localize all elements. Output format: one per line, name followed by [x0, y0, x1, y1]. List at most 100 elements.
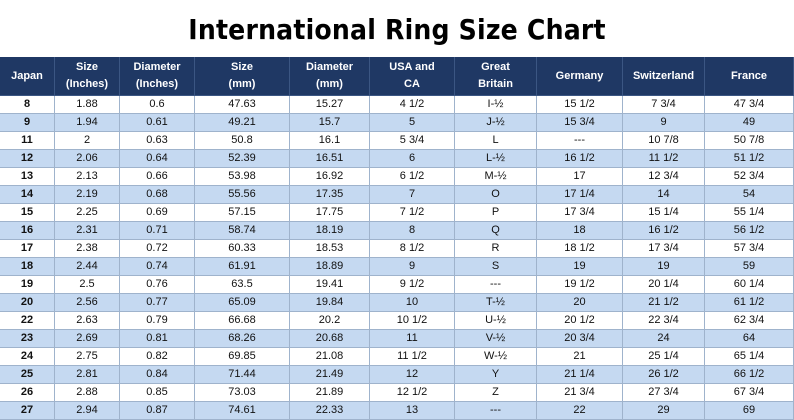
- table-cell: 16.51: [290, 150, 370, 168]
- table-cell: 9: [623, 114, 705, 132]
- header-cell: Size (mm): [195, 57, 290, 96]
- table-cell: 73.03: [195, 384, 290, 402]
- table-cell: S: [455, 258, 537, 276]
- table-cell: 16: [0, 222, 55, 240]
- table-cell: 12: [0, 150, 55, 168]
- table-cell: 18.89: [290, 258, 370, 276]
- table-cell: V-½: [455, 330, 537, 348]
- table-row: 14 2.19 0.68 55.56 17.35 7 O 17 1/4 14 54: [0, 186, 794, 204]
- table-cell: 9 1/2: [370, 276, 455, 294]
- table-cell: 21 1/2: [623, 294, 705, 312]
- table-cell: 11: [370, 330, 455, 348]
- table-cell: 16.1: [290, 132, 370, 150]
- table-cell: 16.92: [290, 168, 370, 186]
- table-cell: 66.68: [195, 312, 290, 330]
- table-cell: 15.7: [290, 114, 370, 132]
- table-cell: 7 1/2: [370, 204, 455, 222]
- table-row: 19 2.5 0.76 63.5 19.41 9 1/2 --- 19 1/2 20 1/4 60…: [0, 276, 794, 294]
- table-cell: 18: [537, 222, 623, 240]
- table-cell: 55 1/4: [705, 204, 794, 222]
- table-cell: 9: [370, 258, 455, 276]
- table-cell: 4 1/2: [370, 96, 455, 114]
- table-cell: 74.61: [195, 402, 290, 420]
- table-cell: 0.63: [120, 132, 195, 150]
- table-cell: 29: [623, 402, 705, 420]
- table-cell: 68.26: [195, 330, 290, 348]
- table-cell: 27: [0, 402, 55, 420]
- table-cell: 22: [537, 402, 623, 420]
- table-cell: 10 1/2: [370, 312, 455, 330]
- table-cell: 0.61: [120, 114, 195, 132]
- table-cell: 0.87: [120, 402, 195, 420]
- table-cell: 17.75: [290, 204, 370, 222]
- table-cell: 0.77: [120, 294, 195, 312]
- table-cell: 49.21: [195, 114, 290, 132]
- table-cell: 0.81: [120, 330, 195, 348]
- table-cell: 0.68: [120, 186, 195, 204]
- table-cell: 2.44: [55, 258, 120, 276]
- table-cell: 2.63: [55, 312, 120, 330]
- table-cell: 18 1/2: [537, 240, 623, 258]
- table-cell: 69.85: [195, 348, 290, 366]
- table-cell: 19: [623, 258, 705, 276]
- header-cell: Germany: [537, 57, 623, 96]
- table-cell: Z: [455, 384, 537, 402]
- table-cell: 0.74: [120, 258, 195, 276]
- table-cell: 2: [55, 132, 120, 150]
- table-cell: 22.33: [290, 402, 370, 420]
- table-cell: 0.85: [120, 384, 195, 402]
- table-cell: P: [455, 204, 537, 222]
- table-cell: 0.71: [120, 222, 195, 240]
- table-cell: 18.19: [290, 222, 370, 240]
- header-cell: Diameter (Inches): [120, 57, 195, 96]
- table-cell: 20 1/4: [623, 276, 705, 294]
- table-cell: 12 3/4: [623, 168, 705, 186]
- header-cell: France: [705, 57, 794, 96]
- table-cell: 21: [537, 348, 623, 366]
- table-cell: 60 1/4: [705, 276, 794, 294]
- table-cell: 1.88: [55, 96, 120, 114]
- table-row: 18 2.44 0.74 61.91 18.89 9 S 19 19 59: [0, 258, 794, 276]
- table-cell: 57 3/4: [705, 240, 794, 258]
- table-cell: 24: [0, 348, 55, 366]
- table-cell: 17: [0, 240, 55, 258]
- table-cell: J-½: [455, 114, 537, 132]
- table-cell: 2.5: [55, 276, 120, 294]
- table-cell: 19.84: [290, 294, 370, 312]
- table-cell: ---: [455, 402, 537, 420]
- table-cell: 0.66: [120, 168, 195, 186]
- table-row: 12 2.06 0.64 52.39 16.51 6 L-½ 16 1/2 11 1/2 51 1…: [0, 150, 794, 168]
- table-cell: 61 1/2: [705, 294, 794, 312]
- table-row: 13 2.13 0.66 53.98 16.92 6 1/2 M-½ 17 12 3/4 52 3…: [0, 168, 794, 186]
- table-cell: 20 3/4: [537, 330, 623, 348]
- table-cell: 14: [0, 186, 55, 204]
- table-row: 20 2.56 0.77 65.09 19.84 10 T-½ 20 21 1/2 61 1/2: [0, 294, 794, 312]
- table-cell: 26 1/2: [623, 366, 705, 384]
- table-cell: M-½: [455, 168, 537, 186]
- table-cell: I-½: [455, 96, 537, 114]
- table-cell: 27 3/4: [623, 384, 705, 402]
- table-cell: 47.63: [195, 96, 290, 114]
- table-cell: 2.38: [55, 240, 120, 258]
- table-row: 9 1.94 0.61 49.21 15.7 5 J-½ 15 3/4 9 49: [0, 114, 794, 132]
- table-cell: 23: [0, 330, 55, 348]
- table-row: 11 2 0.63 50.8 16.1 5 3/4 L --- 10 7/8 50 7/8: [0, 132, 794, 150]
- table-cell: 17: [537, 168, 623, 186]
- table-cell: 56 1/2: [705, 222, 794, 240]
- table-cell: 52 3/4: [705, 168, 794, 186]
- table-cell: W-½: [455, 348, 537, 366]
- table-cell: 63.5: [195, 276, 290, 294]
- table-cell: 7: [370, 186, 455, 204]
- table-cell: 61.91: [195, 258, 290, 276]
- table-cell: 2.25: [55, 204, 120, 222]
- table-cell: 62 3/4: [705, 312, 794, 330]
- size-table: Japan Size (Inches) Diameter (Inches) Size …: [0, 57, 794, 420]
- table-cell: 16 1/2: [623, 222, 705, 240]
- table-cell: 15 1/4: [623, 204, 705, 222]
- table-cell: 0.69: [120, 204, 195, 222]
- table-cell: 0.64: [120, 150, 195, 168]
- table-cell: 13: [0, 168, 55, 186]
- header-cell: Size (Inches): [55, 57, 120, 96]
- table-cell: 53.98: [195, 168, 290, 186]
- table-cell: T-½: [455, 294, 537, 312]
